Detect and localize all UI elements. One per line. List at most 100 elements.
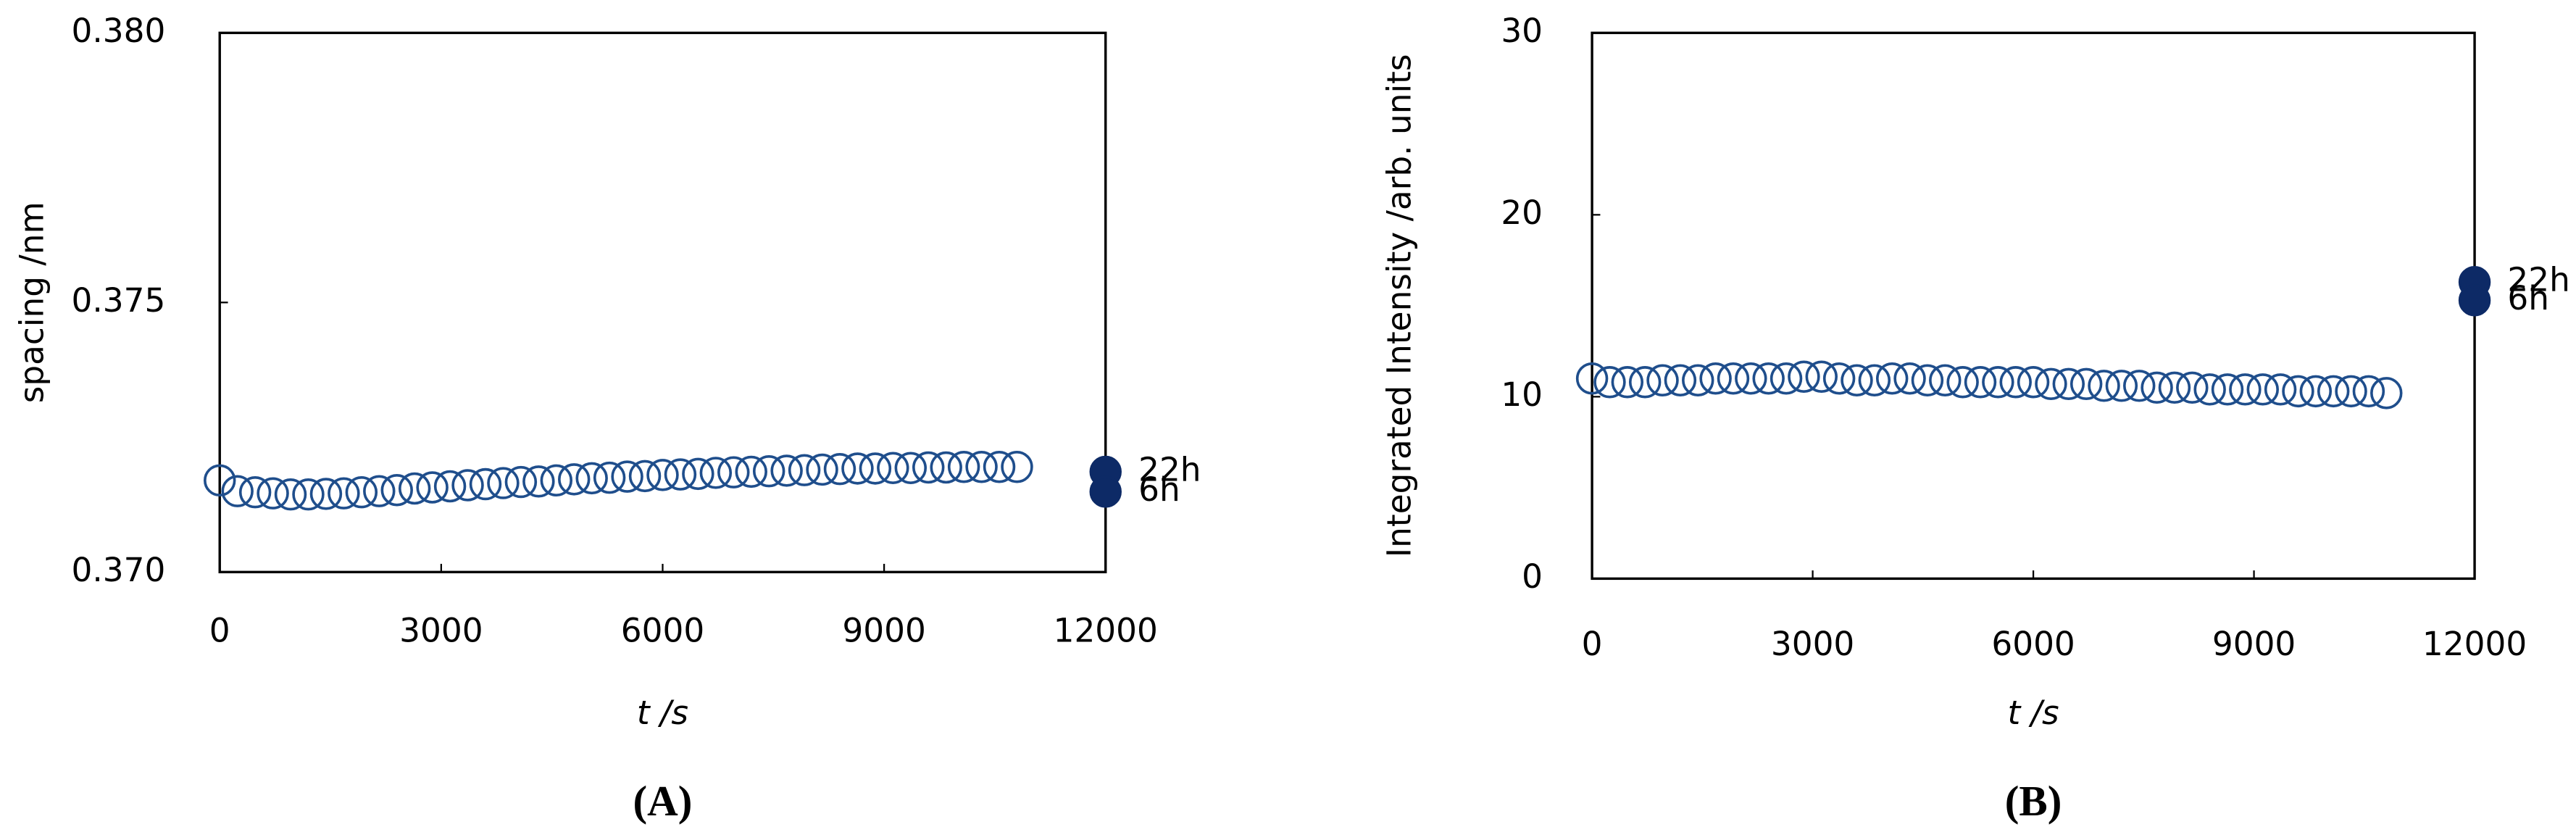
plot-area <box>1591 31 2476 581</box>
open-point <box>380 473 413 507</box>
open-point <box>2299 375 2333 408</box>
open-point <box>841 452 874 485</box>
open-point <box>823 452 856 486</box>
y-axis-label: Integrated Intensity /arb. units <box>1380 54 1418 558</box>
point-label: 22h <box>2507 261 2569 299</box>
open-point <box>2069 367 2103 401</box>
open-point <box>1628 366 1662 399</box>
open-point <box>593 461 626 494</box>
filled-point <box>1089 475 1122 508</box>
open-point <box>2017 366 2050 399</box>
open-point <box>2176 371 2209 404</box>
x-tick-label: 9000 <box>842 612 925 650</box>
open-point <box>398 472 431 505</box>
open-point <box>416 471 449 504</box>
open-point <box>1788 360 1820 393</box>
open-point <box>1646 364 1679 397</box>
open-point <box>1964 366 1997 399</box>
open-point <box>1858 364 1891 397</box>
open-point <box>735 455 767 488</box>
open-point <box>646 459 679 491</box>
filled-point <box>2458 284 2491 317</box>
open-point <box>433 470 467 503</box>
open-point <box>363 475 396 507</box>
open-point <box>1999 366 2032 399</box>
open-point <box>1982 366 2014 399</box>
open-point <box>1001 451 1033 483</box>
open-point <box>859 452 892 485</box>
x-tick-label: 6000 <box>621 612 704 650</box>
x-tick-label: 6000 <box>1991 625 2075 663</box>
open-point <box>1841 364 1873 397</box>
open-point <box>2052 367 2085 401</box>
open-point <box>221 475 254 507</box>
open-point <box>1611 366 1644 399</box>
y-tick-label: 0 <box>1522 557 1543 596</box>
point-label: 6h <box>2507 279 2549 317</box>
y-tick-label: 20 <box>1501 194 1543 232</box>
open-point <box>664 458 697 491</box>
open-point <box>2335 375 2367 408</box>
open-point <box>540 464 573 497</box>
open-point <box>1893 362 1926 395</box>
open-point <box>257 477 289 510</box>
open-point <box>1822 362 1856 395</box>
open-point <box>1717 362 1750 395</box>
open-point <box>2211 373 2244 406</box>
open-point <box>309 478 343 510</box>
x-tick-label: 12000 <box>1054 612 1158 650</box>
open-point <box>930 451 962 484</box>
open-point <box>1770 362 1803 395</box>
open-point <box>469 467 502 501</box>
open-point <box>788 454 821 486</box>
x-tick-label: 3000 <box>1771 625 1854 663</box>
open-point <box>1752 362 1785 395</box>
x-tick-label: 0 <box>1582 625 1603 663</box>
y-tick-label: 0.375 <box>72 281 166 320</box>
open-point <box>345 475 378 509</box>
open-point <box>699 457 733 489</box>
x-tick-label: 3000 <box>399 612 483 650</box>
panel-label: (B) <box>2005 777 2062 825</box>
x-tick-label: 12000 <box>2422 625 2527 663</box>
open-point <box>2282 375 2314 408</box>
open-point <box>2141 371 2173 404</box>
open-point <box>1805 360 1838 393</box>
open-point <box>558 463 591 496</box>
open-point <box>611 460 643 493</box>
open-point <box>983 451 1016 483</box>
open-point <box>204 464 236 497</box>
open-point <box>292 478 325 511</box>
open-point <box>1664 364 1697 397</box>
open-point <box>2264 373 2297 406</box>
y-tick-label: 10 <box>1501 375 1543 414</box>
y-tick-label: 30 <box>1501 12 1543 50</box>
open-point <box>1735 362 1767 395</box>
open-point <box>1946 366 1979 399</box>
open-point <box>487 467 520 499</box>
open-point <box>2246 373 2279 406</box>
open-point <box>2193 373 2226 406</box>
point-label: 6h <box>1138 470 1180 509</box>
open-point <box>1593 366 1626 399</box>
x-axis-label: t /s <box>637 694 688 732</box>
open-point <box>1911 364 1944 397</box>
open-point <box>2229 373 2262 406</box>
open-point <box>912 451 945 484</box>
panel-label: (A) <box>633 777 693 825</box>
open-point <box>2370 377 2403 409</box>
plot-area <box>218 31 1107 574</box>
x-tick-label: 0 <box>209 612 230 650</box>
open-point <box>1682 364 1714 397</box>
open-point <box>328 477 360 510</box>
open-point <box>877 452 909 484</box>
open-point <box>965 451 998 483</box>
open-point <box>682 457 714 491</box>
open-point <box>806 453 838 486</box>
open-point <box>522 465 555 498</box>
open-point <box>1929 364 1962 397</box>
open-point <box>2317 375 2350 408</box>
open-point <box>504 465 538 499</box>
y-tick-label: 0.370 <box>72 551 166 589</box>
open-point <box>752 454 785 488</box>
